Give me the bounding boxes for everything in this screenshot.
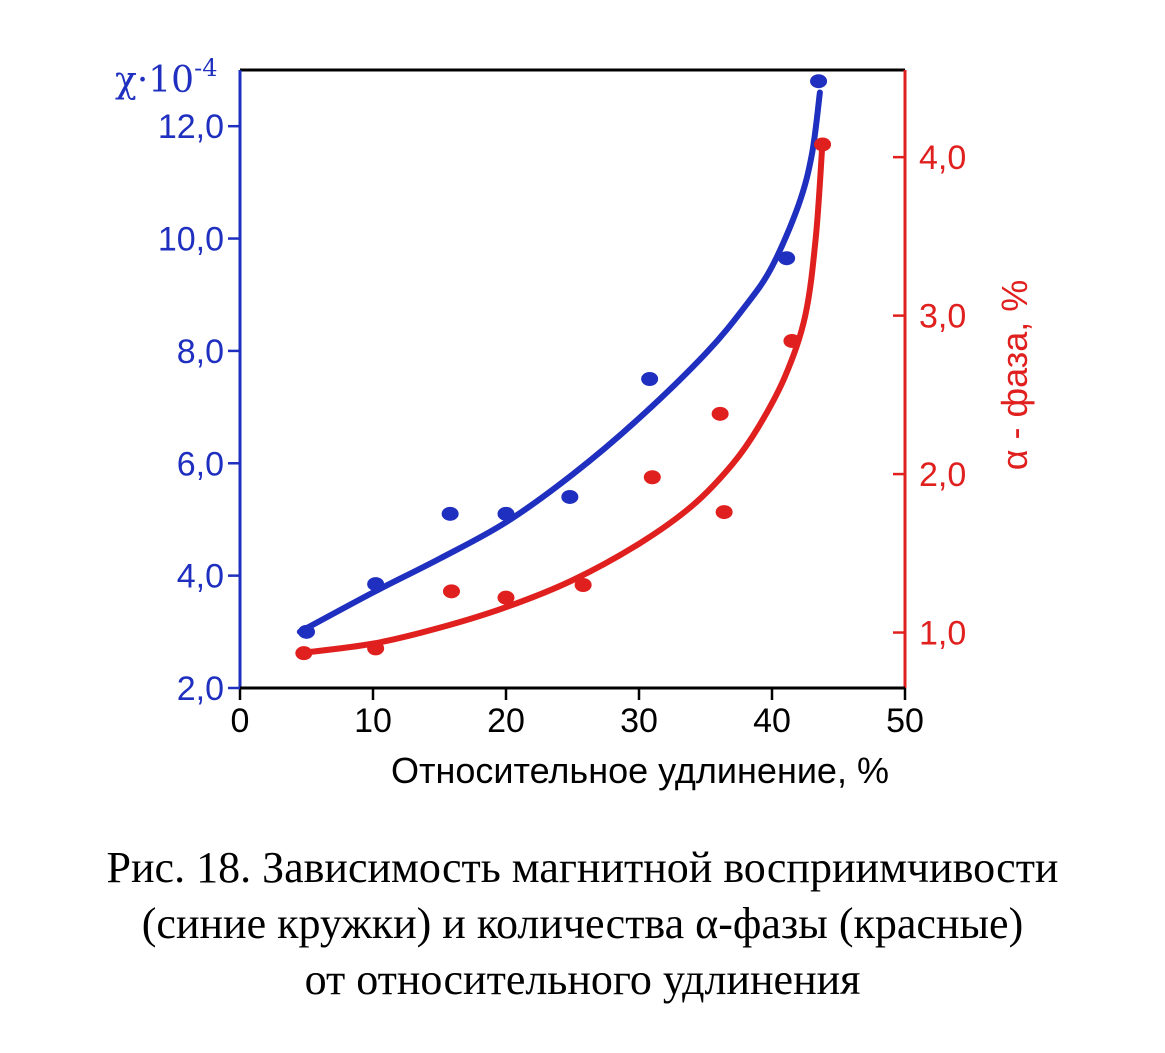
data-points <box>295 74 832 661</box>
data-point-blue <box>778 251 796 266</box>
y-left-tick-label: 6,0 <box>177 445 224 483</box>
data-point-blue <box>561 489 579 504</box>
data-point-red <box>497 590 515 605</box>
caption-line-1: Рис. 18. Зависимость магнитной восприимч… <box>106 843 1059 892</box>
x-tick-label: 20 <box>487 702 525 740</box>
ticks: 0 10 20 30 40 50 2,0 4,0 6,0 8,0 10,0 12,0 1,0 2,0 3,0… <box>158 108 966 740</box>
data-point-red <box>814 137 832 152</box>
data-point-red <box>643 470 661 485</box>
data-point-blue <box>497 506 515 521</box>
data-point-red <box>574 578 592 592</box>
data-point-red <box>711 406 729 421</box>
x-tick-label: 0 <box>231 702 250 740</box>
x-axis-label: Относительное удлинение, % <box>391 750 889 791</box>
figure-caption: Рис. 18. Зависимость магнитной восприимч… <box>0 840 1165 1008</box>
y-right-tick-label: 3,0 <box>919 298 966 336</box>
y-right-tick-label: 2,0 <box>919 456 966 494</box>
y-left-axis-label: χ·10-4 <box>115 54 217 101</box>
x-tick-label: 40 <box>753 702 791 740</box>
x-tick-label: 10 <box>354 702 392 740</box>
y-left-tick-label: 8,0 <box>177 333 224 371</box>
y-right-axis-label: α - фаза, % <box>994 280 1035 471</box>
fit-curve-susceptibility <box>296 89 823 635</box>
caption-line-3: от относительного удлинения <box>304 955 861 1004</box>
data-point-red <box>367 641 385 656</box>
data-point-red <box>783 333 801 348</box>
data-point-blue <box>641 372 659 386</box>
fit-curve-alpha-phase <box>296 138 826 657</box>
data-point-red <box>715 505 733 520</box>
chart: 0 10 20 30 40 50 2,0 4,0 6,0 8,0 10,0 12,0 1,0 2,0 3,0… <box>115 54 1035 791</box>
y-left-tick-label: 10,0 <box>158 221 224 259</box>
y-right-tick-label: 1,0 <box>919 615 966 653</box>
y-left-tick-label: 12,0 <box>158 108 224 146</box>
x-tick-label: 30 <box>620 702 658 740</box>
data-point-red <box>442 584 460 599</box>
data-point-blue <box>441 506 459 521</box>
x-tick-label: 50 <box>886 702 924 740</box>
y-right-tick-label: 4,0 <box>919 139 966 177</box>
axes <box>238 68 907 690</box>
data-point-blue <box>298 624 315 639</box>
data-point-blue <box>810 74 828 89</box>
caption-line-2: (синие кружки) и количества α-фазы (крас… <box>141 899 1024 948</box>
data-point-red <box>295 646 313 661</box>
data-point-blue <box>367 577 385 592</box>
fit-curves <box>296 89 826 657</box>
y-left-tick-label: 2,0 <box>177 670 224 708</box>
y-left-tick-label: 4,0 <box>177 558 224 596</box>
